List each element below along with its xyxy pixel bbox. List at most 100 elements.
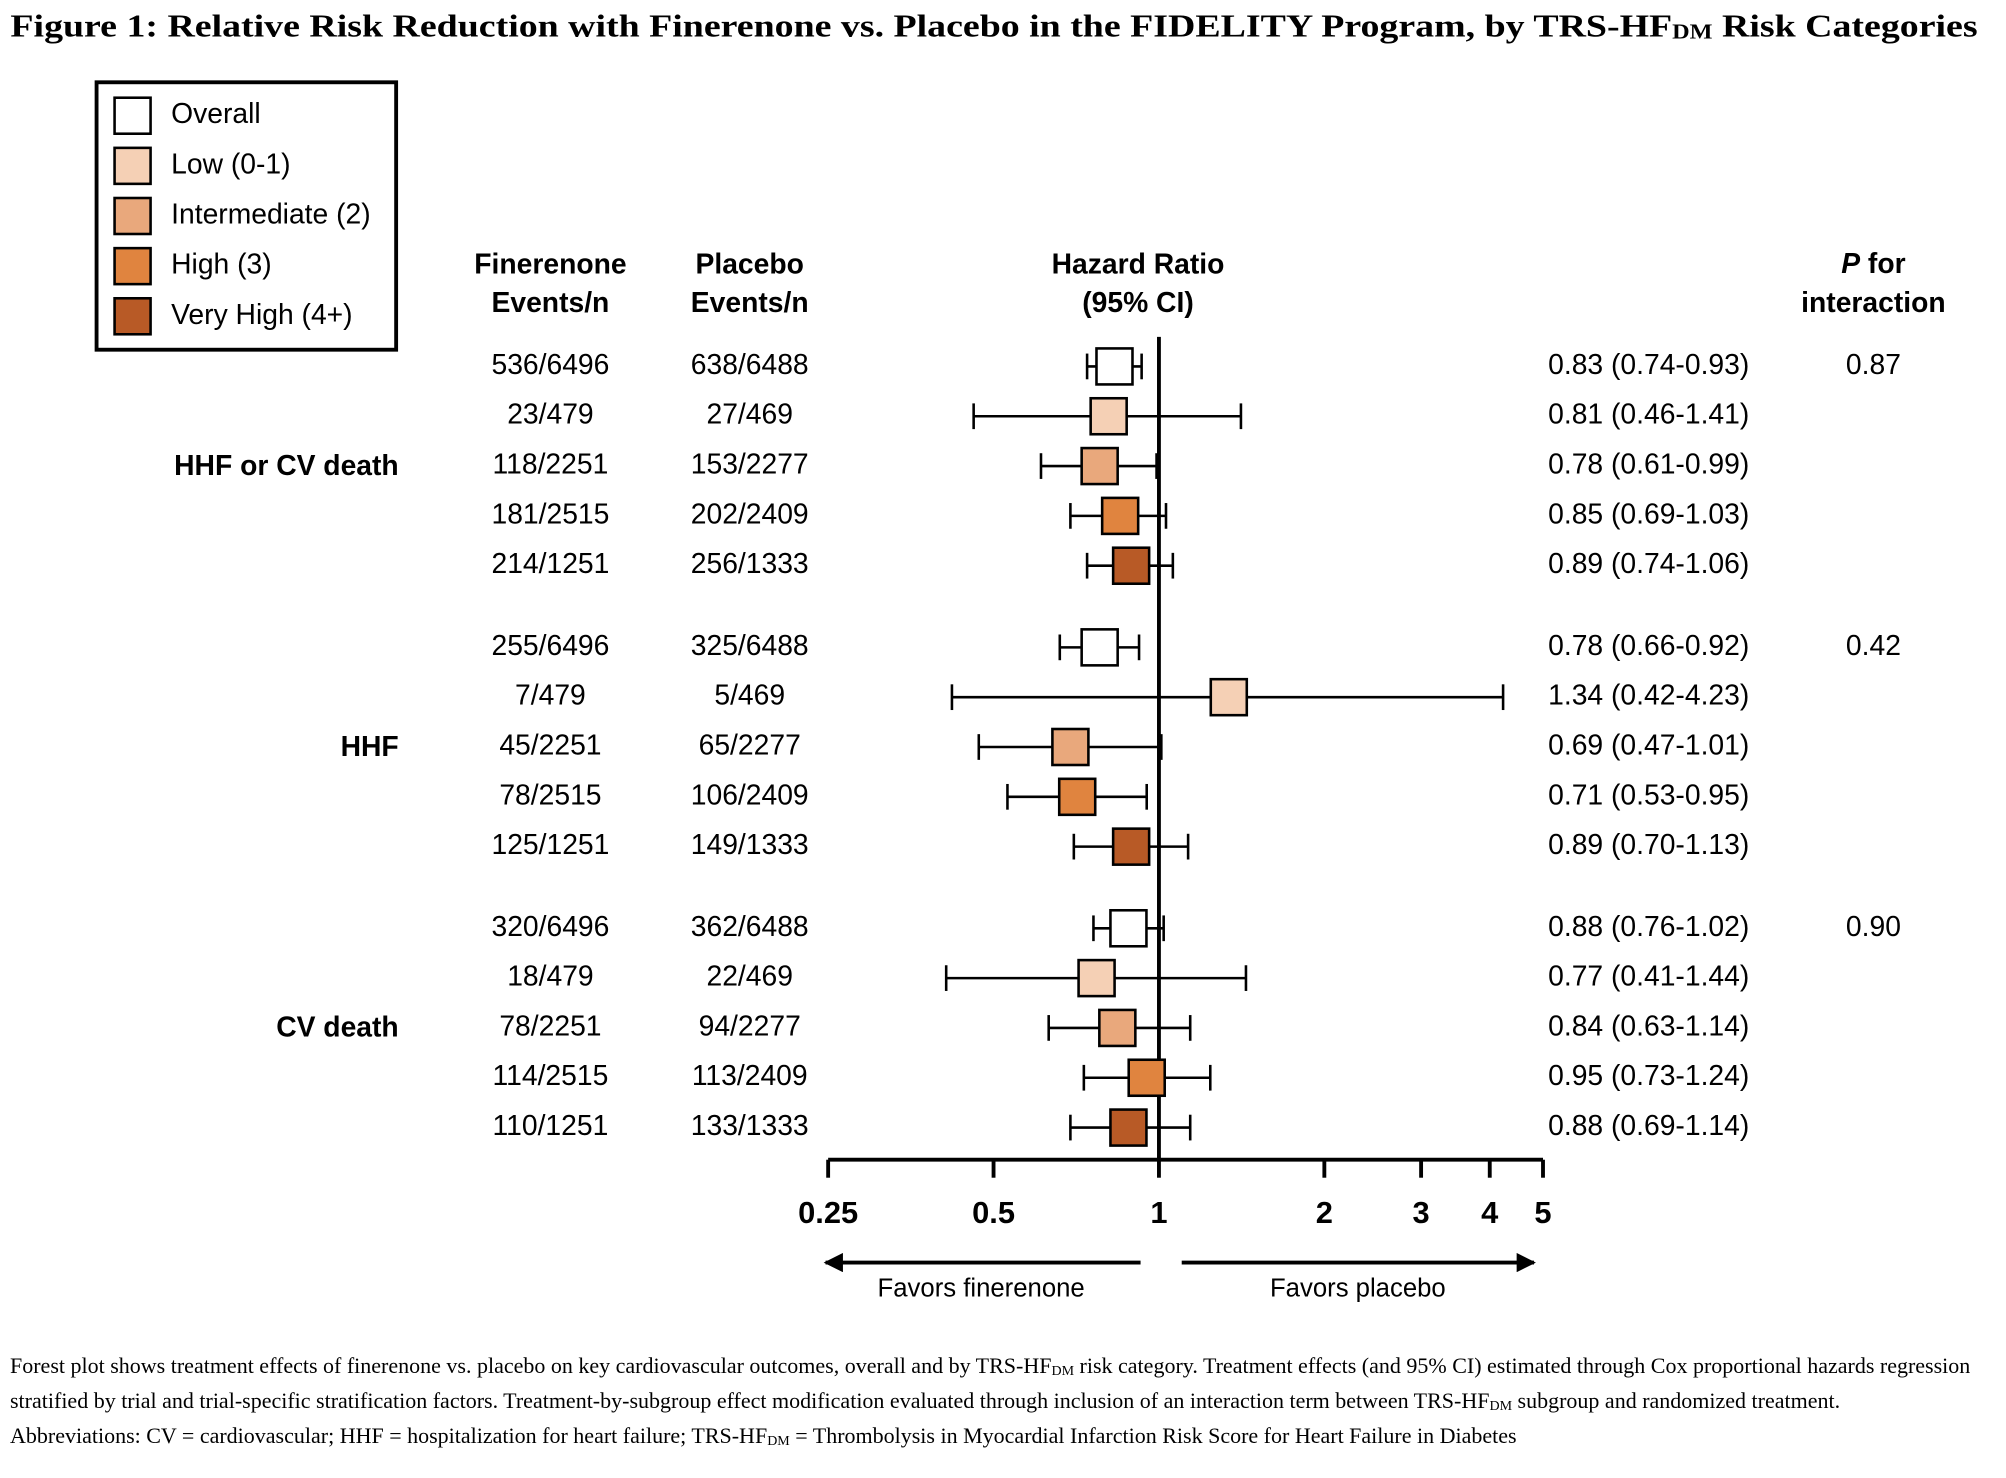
hazard-ratio-label: 0.77 (0.41-1.44) (1548, 960, 1749, 992)
placebo-events: 638/6488 (691, 348, 809, 380)
placebo-events: 133/1333 (691, 1109, 809, 1141)
placebo-events: 153/2277 (691, 448, 809, 480)
footnote: Forest plot shows treatment effects of f… (10, 1350, 2000, 1455)
hazard-ratio-box (1100, 496, 1140, 536)
hazard-ratio-box (1080, 628, 1119, 667)
hazard-ratio-label: 0.95 (0.73-1.24) (1548, 1059, 1749, 1091)
placebo-events: 5/469 (714, 679, 785, 711)
x-tick-label: 1 (1150, 1195, 1167, 1230)
placebo-events: 325/6488 (691, 629, 809, 661)
hazard-ratio-box (1111, 546, 1151, 586)
hazard-ratio-box (1127, 1058, 1166, 1098)
placebo-events: 65/2277 (699, 728, 801, 760)
x-tick-label: 3 (1413, 1195, 1430, 1230)
hazard-ratio-box (1077, 958, 1116, 998)
title-part: Figure 1: Relative Risk Reduction with F… (10, 8, 1672, 44)
footnote-text: Abbreviations: CV = cardiovascular; HHF … (10, 1423, 768, 1448)
legend-label: Intermediate (2) (171, 197, 371, 229)
outcome-label: CV death (276, 1011, 399, 1043)
footnote-text: Forest plot shows treatment effects of f… (10, 1353, 1052, 1378)
legend-label: Very High (4+) (171, 298, 352, 330)
header-italic: P (1841, 248, 1860, 280)
finerenone-events: 320/6496 (491, 910, 609, 942)
footnote-paragraph: Abbreviations: CV = cardiovascular; HHF … (10, 1420, 2000, 1455)
legend-swatch (113, 146, 152, 186)
column-header: P for (1841, 248, 1905, 280)
finerenone-events: 18/479 (507, 960, 593, 992)
finerenone-events: 255/6496 (491, 629, 609, 661)
finerenone-events: 7/479 (515, 679, 586, 711)
footnote-subscript: DM (1489, 1399, 1513, 1414)
hazard-ratio-label: 0.69 (0.47-1.01) (1548, 728, 1749, 760)
footnote-paragraph: Forest plot shows treatment effects of f… (10, 1350, 2000, 1420)
finerenone-events: 181/2515 (491, 497, 609, 529)
title-subscript: DM (1672, 21, 1712, 43)
legend-swatch (113, 297, 152, 336)
p-interaction: 0.90 (1846, 910, 1901, 942)
hazard-ratio-label: 0.85 (0.69-1.03) (1548, 497, 1749, 529)
annotation-right: Favors placebo (1270, 1274, 1446, 1302)
finerenone-events: 214/1251 (491, 547, 609, 579)
finerenone-events: 536/6496 (491, 348, 609, 380)
finerenone-events: 114/2515 (493, 1059, 609, 1091)
hazard-ratio-box (1080, 446, 1119, 486)
column-header: Finerenone (474, 248, 626, 280)
hazard-ratio-box (1098, 1008, 1137, 1048)
column-header: Events/n (492, 286, 610, 318)
x-tick-label: 2 (1316, 1195, 1333, 1230)
column-header: Events/n (691, 286, 809, 318)
column-header: (95% CI) (1082, 286, 1194, 318)
column-header: interaction (1801, 286, 1946, 318)
hazard-ratio-box (1095, 347, 1134, 386)
chart-title: Figure 1: Relative Risk Reduction with F… (10, 8, 1977, 44)
hazard-ratio-label: 0.89 (0.74-1.06) (1548, 547, 1749, 579)
hazard-ratio-label: 0.88 (0.76-1.02) (1548, 910, 1749, 942)
hazard-ratio-label: 0.78 (0.66-0.92) (1548, 629, 1749, 661)
p-interaction: 0.87 (1846, 348, 1901, 380)
x-tick-label: 0.25 (798, 1195, 858, 1230)
hazard-ratio-box (1051, 727, 1090, 767)
column-header: Placebo (696, 248, 804, 280)
outcome-label: HHF or CV death (174, 449, 399, 481)
legend-swatch (113, 246, 152, 286)
legend-label: Low (0-1) (171, 147, 290, 179)
finerenone-events: 23/479 (507, 398, 593, 430)
x-tick-label: 5 (1534, 1195, 1551, 1230)
hazard-ratio-box (1209, 677, 1249, 717)
legend-box (94, 80, 399, 352)
annotation-left: Favors finerenone (878, 1274, 1085, 1302)
title-part: Risk Categories (1713, 8, 1978, 44)
forest-plot: Favors finerenone Favors placebo Figure … (10, 8, 1977, 1302)
x-tick-label: 0.5 (972, 1195, 1015, 1230)
hazard-ratio-box (1057, 777, 1097, 817)
placebo-events: 106/2409 (691, 778, 809, 810)
hazard-ratio-box (1111, 827, 1151, 866)
placebo-events: 22/469 (706, 960, 792, 992)
finerenone-events: 78/2515 (499, 778, 601, 810)
hazard-ratio-label: 0.81 (0.46-1.41) (1548, 398, 1749, 430)
footnote-subscript: DM (1051, 1364, 1075, 1379)
column-header: Hazard Ratio (1052, 248, 1225, 280)
finerenone-events: 118/2251 (493, 448, 609, 480)
placebo-events: 149/1333 (691, 828, 809, 860)
outcome-label: HHF (341, 730, 399, 762)
header-part: for (1860, 248, 1906, 280)
finerenone-events: 110/1251 (493, 1109, 609, 1141)
footnote-text: = Thrombolysis in Myocardial Infarction … (789, 1423, 1517, 1448)
footnote-text: risk category. Treatment effects (and 95… (10, 1353, 1971, 1413)
legend-swatch (113, 196, 152, 236)
finerenone-events: 125/1251 (491, 828, 609, 860)
hazard-ratio-label: 0.83 (0.74-0.93) (1548, 348, 1749, 380)
placebo-events: 27/469 (706, 398, 792, 430)
footnote-subscript: DM (767, 1434, 790, 1449)
placebo-events: 113/2409 (692, 1059, 808, 1091)
legend-label: Overall (171, 97, 261, 129)
hazard-ratio-box (1089, 396, 1128, 436)
p-interaction: 0.42 (1846, 629, 1901, 661)
hazard-ratio-label: 0.84 (0.63-1.14) (1548, 1009, 1749, 1041)
hazard-ratio-label: 1.34 (0.42-4.23) (1548, 679, 1749, 711)
legend-swatch (113, 96, 152, 135)
hazard-ratio-label: 0.78 (0.61-0.99) (1548, 448, 1749, 480)
hazard-ratio-box (1109, 909, 1148, 948)
